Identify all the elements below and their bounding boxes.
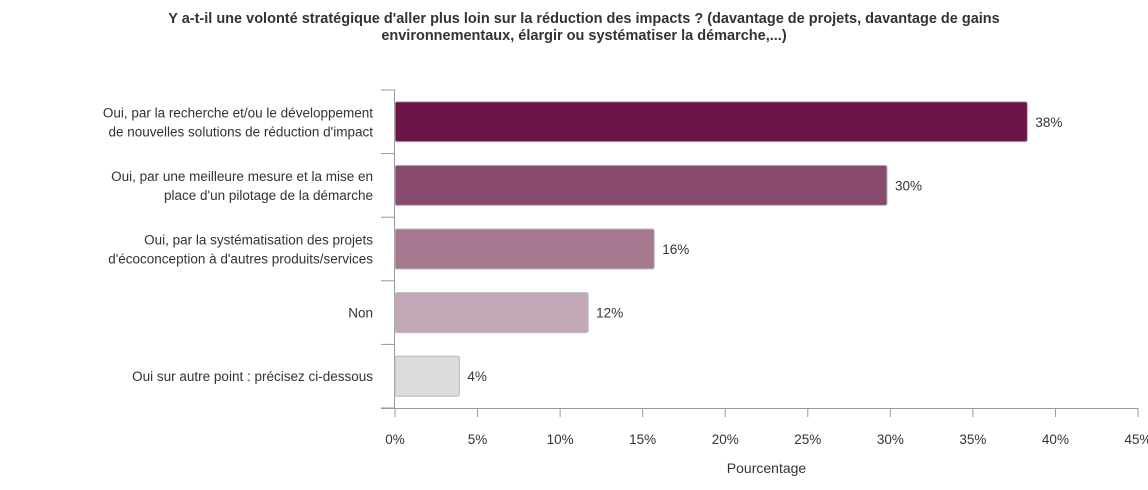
- x-tick-label: 30%: [877, 432, 904, 447]
- data-label: 16%: [662, 242, 689, 257]
- category-label: Oui, par la recherche et/ou le développe…: [103, 105, 373, 139]
- data-label: 12%: [596, 306, 623, 321]
- x-tick-label: 25%: [794, 432, 821, 447]
- category-label-line: d'écoconception à d'autres produits/serv…: [108, 252, 373, 267]
- category-label-line: Oui, par la systématisation des projets: [144, 233, 373, 248]
- category-label: Non: [348, 306, 373, 321]
- category-label: Oui, par la systématisation des projets d…: [108, 233, 373, 267]
- data-label-group: 38% 30% 16% 12% 4%: [467, 115, 1062, 384]
- category-label: Oui, par une meilleure mesure et la mise…: [111, 169, 373, 203]
- category-label-line: Oui sur autre point : précisez ci-dessou…: [132, 369, 373, 384]
- data-label: 30%: [895, 178, 922, 193]
- bar: [394, 101, 1028, 143]
- category-label: Oui sur autre point : précisez ci-dessou…: [132, 369, 373, 384]
- x-tick-label: 5%: [468, 432, 488, 447]
- chart-title: Y a-t-il une volonté stratégique d'aller…: [40, 11, 1128, 45]
- x-tick-label: 45%: [1124, 432, 1148, 447]
- data-label: 38%: [1035, 115, 1062, 130]
- x-tick-label: 10%: [547, 432, 574, 447]
- bar: [394, 292, 589, 334]
- category-label-line: Oui, par une meilleure mesure et la mise…: [111, 169, 373, 184]
- category-label-group: Oui, par la recherche et/ou le développe…: [103, 105, 373, 384]
- category-label-line: Non: [348, 306, 373, 321]
- chart-title-line-1: Y a-t-il une volonté stratégique d'aller…: [168, 11, 1000, 27]
- x-axis-title: Pourcentage: [727, 460, 807, 476]
- category-axis: [381, 89, 395, 409]
- category-label-line: Oui, par la recherche et/ou le développe…: [103, 105, 373, 120]
- x-tick-label: 40%: [1042, 432, 1069, 447]
- chart-title-line-2: environnementaux, élargir ou systématise…: [381, 28, 787, 44]
- x-tick-label: 20%: [712, 432, 739, 447]
- category-label-line: place d'un pilotage de la démarche: [164, 188, 373, 203]
- bar: [394, 355, 460, 397]
- category-label-line: de nouvelles solutions de réduction d'im…: [109, 124, 374, 139]
- bar: [394, 228, 655, 270]
- bar-group: [394, 101, 1028, 397]
- x-tick-label: 15%: [629, 432, 656, 447]
- x-tick-label: 35%: [959, 432, 986, 447]
- bar: [394, 164, 888, 206]
- data-label: 4%: [467, 369, 487, 384]
- x-axis: 0% 5% 10% 15% 20% 25% 30% 35% 40% 45%: [381, 408, 1148, 447]
- x-tick-label: 0%: [385, 432, 405, 447]
